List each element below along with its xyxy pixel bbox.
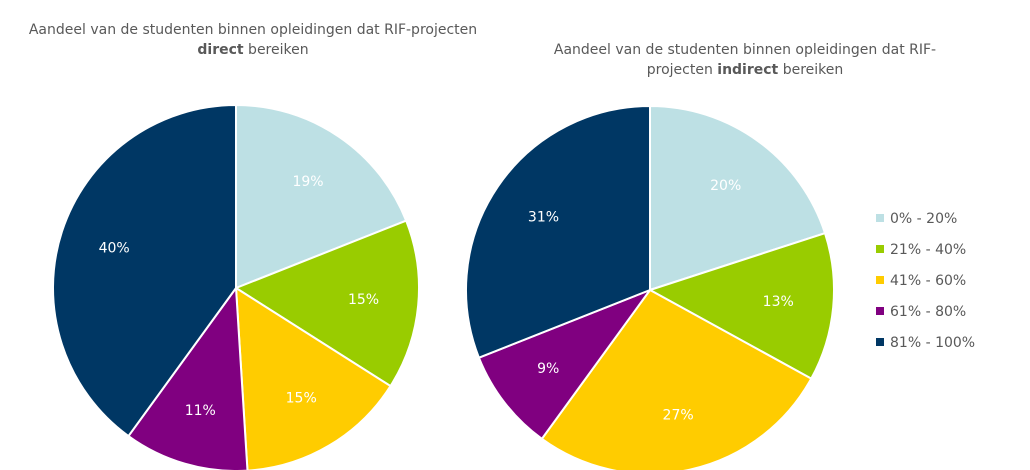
pie-slice	[52, 103, 237, 438]
title-part: bereiken	[778, 62, 844, 78]
data-label: 20%	[710, 178, 741, 194]
legend-swatch	[876, 214, 884, 222]
legend-label: 21% - 40%	[890, 242, 966, 258]
data-label: 27%	[663, 408, 694, 424]
pie-slice	[235, 103, 408, 290]
title-bold: direct	[197, 42, 244, 58]
legend-swatch	[876, 276, 884, 284]
data-label: 15%	[348, 292, 379, 308]
pie-slice	[233, 219, 420, 388]
title-part: Aandeel van de studenten binnen opleidin…	[28, 22, 478, 38]
data-label: 11%	[185, 403, 216, 419]
data-label: 15%	[286, 390, 317, 406]
data-label: 13%	[763, 294, 794, 310]
data-label: 9%	[537, 361, 559, 377]
chart-title: Aandeel van de studenten binnen opleidin…	[530, 40, 960, 80]
pie-slice	[647, 231, 835, 381]
pie-slice	[477, 287, 653, 441]
title-bold: indirect	[717, 62, 779, 78]
title-part: Aandeel van de studenten binnen opleidin…	[553, 42, 937, 78]
title-part: bereiken	[243, 42, 309, 58]
legend-swatch	[876, 338, 884, 346]
legend-label: 81% - 100%	[890, 335, 975, 351]
legend-label: 0% - 20%	[890, 211, 957, 227]
legend-swatch	[876, 245, 884, 253]
pie-slice	[465, 104, 651, 360]
pie-slice	[649, 104, 827, 292]
data-label: 40%	[99, 240, 130, 256]
pie-slice	[127, 285, 249, 470]
data-label: 19%	[292, 174, 323, 190]
legend-label: 61% - 80%	[890, 304, 966, 320]
legend-label: 41% - 60%	[890, 273, 966, 289]
chart-title: Aandeel van de studenten binnen opleidin…	[18, 20, 488, 60]
pie-slice	[234, 286, 392, 470]
legend-swatch	[876, 307, 884, 315]
data-label: 31%	[528, 210, 559, 226]
